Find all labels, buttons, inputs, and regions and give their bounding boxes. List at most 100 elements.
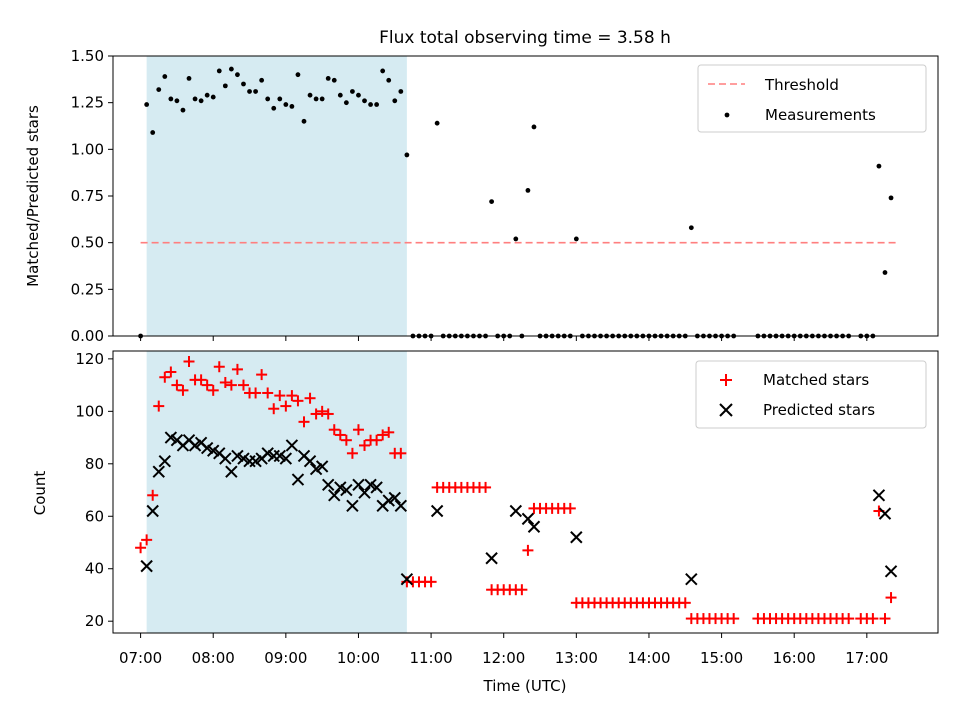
matched-star-point (165, 366, 177, 378)
matched-star-point (274, 390, 286, 402)
matched-star-point (280, 400, 292, 412)
predicted-star-point (279, 452, 293, 465)
measurement-point (325, 76, 331, 81)
predicted-star-point (291, 473, 305, 486)
matched-star-point (340, 434, 352, 446)
predicted-star-point (315, 460, 329, 473)
measurement-point (235, 72, 240, 78)
bottom-y-tick-label: 40 (85, 560, 104, 578)
matched-star-point (231, 363, 243, 375)
bottom-axes-frame (112, 350, 939, 634)
measurement-point (150, 130, 156, 135)
measurement-point (374, 102, 380, 107)
top-panel: Flux total observing time = 3.58 h 0.000… (24, 28, 939, 345)
measurement-point (289, 104, 295, 109)
top-y-tick-label: 1.25 (71, 94, 104, 112)
matched-star-point (425, 576, 437, 588)
matched-star-point (225, 379, 237, 391)
predicted-star-point (685, 573, 698, 586)
matched-star-point (183, 355, 195, 367)
predicted-star-points (140, 431, 898, 586)
matched-star-point (371, 434, 383, 446)
measurement-point (307, 92, 313, 98)
matched-star-point (328, 424, 340, 436)
predicted-star-point (225, 465, 238, 478)
bottom-x-tick-label: 09:00 (264, 649, 307, 667)
matched-legend-label: Matched stars (763, 371, 869, 389)
measurement-point (228, 66, 234, 72)
measurement-point (295, 72, 301, 78)
top-legend-frame (697, 64, 927, 133)
top-chart-title: Flux total observing time = 3.58 h (379, 28, 671, 48)
matched-star-point (395, 447, 407, 459)
matched-star-point (237, 379, 249, 391)
matched-star-point (135, 542, 147, 554)
measurement-point (362, 98, 367, 104)
predicted-star-point (884, 565, 898, 578)
measurement-point (434, 120, 440, 126)
measurement-point (271, 105, 277, 111)
predicted-star-point (370, 481, 383, 494)
predicted-star-point (152, 465, 165, 478)
bottom-x-tick-label: 13:00 (555, 649, 598, 667)
matched-star-point (522, 544, 534, 556)
measurement-point (156, 87, 162, 92)
matched-star-point (310, 408, 322, 420)
measurement-point (198, 98, 204, 104)
matched-star-point (843, 613, 855, 625)
bottom-x-tick-label: 16:00 (773, 649, 816, 667)
predicted-star-point (140, 559, 153, 573)
matched-star-point (195, 374, 207, 386)
predicted-star-point (328, 489, 341, 502)
measurement-point (368, 102, 373, 107)
measurement-point (186, 76, 192, 81)
matched-star-point (256, 369, 268, 381)
bottom-panel: 20 40 60 80 100 120 07:00 08:00 09:00 10:00 11:00… (31, 350, 939, 695)
matched-star-point (250, 387, 262, 399)
bottom-x-tick-label: 07:00 (119, 649, 162, 667)
predicted-star-point (388, 491, 401, 505)
predicted-star-point (872, 489, 886, 502)
predicted-star-point (285, 439, 299, 452)
bottom-y-axis-label: Count (31, 471, 49, 516)
bottom-x-tick-label: 17:00 (845, 649, 888, 667)
bottom-y-tick-label: 120 (75, 350, 104, 368)
bottom-y-tick-label: 100 (75, 402, 104, 420)
measurement-point (259, 77, 265, 83)
bottom-y-tick-label: 20 (85, 612, 104, 630)
matched-star-point (171, 379, 183, 391)
predicted-star-point (509, 504, 523, 518)
measurement-point (331, 77, 337, 83)
measurement-point (247, 89, 252, 94)
predicted-star-point (346, 499, 359, 512)
matched-star-point (316, 405, 328, 417)
measurement-point (398, 89, 404, 94)
predicted-star-point (878, 507, 892, 520)
measurement-point (573, 236, 579, 242)
measurement-point (241, 81, 246, 87)
measurement-point (204, 92, 210, 98)
matched-star-point (480, 481, 492, 493)
matched-star-point (292, 395, 304, 407)
matched-star-point (377, 429, 389, 441)
matched-star-point (262, 387, 274, 399)
bottom-x-axis-ticks: 07:00 08:00 09:00 10:00 11:00 12:00 13:00 14:00… (119, 633, 888, 667)
bottom-x-tick-label: 11:00 (409, 649, 452, 667)
matched-star-point (867, 613, 879, 625)
measurement-point (253, 89, 258, 94)
measurement-point (525, 188, 531, 193)
measurement-point (301, 118, 307, 124)
measurement-point (162, 74, 168, 79)
measurement-point (350, 89, 355, 94)
measurement-point (489, 199, 495, 205)
predicted-star-point (485, 552, 498, 565)
predicted-legend-label: Predicted stars (763, 401, 875, 419)
bottom-x-tick-label: 12:00 (482, 649, 525, 667)
matched-star-point (322, 408, 334, 420)
matched-star-point (516, 584, 528, 596)
measurement-point (265, 96, 271, 102)
predicted-star-point (394, 499, 408, 512)
predicted-star-point (219, 452, 232, 465)
top-observing-span (146, 56, 407, 336)
threshold-legend-label: Threshold (764, 76, 839, 94)
